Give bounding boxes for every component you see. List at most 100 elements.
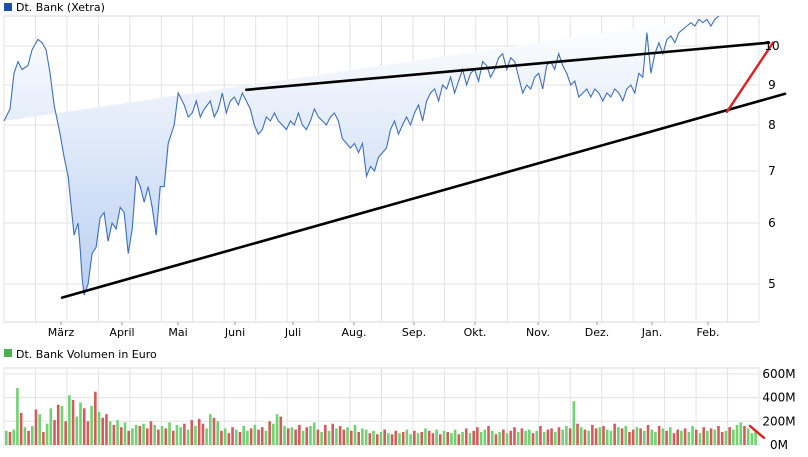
volume-bar-142 — [531, 433, 535, 445]
volume-bar-109 — [409, 434, 412, 445]
price-area — [4, 16, 719, 295]
volume-bar-98 — [368, 433, 372, 445]
price-xtick-label-0: März — [48, 326, 75, 339]
price-y-axis: 5 6 7 8 9 10 — [764, 39, 779, 291]
volume-bar-30 — [116, 420, 119, 445]
volume-bar-107 — [401, 432, 405, 445]
volume-bar-177 — [661, 428, 665, 445]
volume-bar-61 — [231, 427, 234, 445]
volume-bar-42 — [160, 426, 164, 445]
volume-bar-14 — [56, 404, 60, 445]
price-legend-swatch — [4, 3, 12, 11]
volume-bar-198 — [739, 422, 743, 445]
volume-bar-95 — [357, 432, 360, 445]
volume-bar-6 — [27, 430, 30, 445]
price-ytick-label-3: 8 — [768, 118, 776, 132]
volume-bar-112 — [420, 432, 424, 445]
volume-bar-10 — [42, 432, 45, 445]
volume-bar-20 — [79, 402, 82, 445]
volume-bar-111 — [416, 433, 420, 445]
volume-bar-13 — [53, 420, 56, 445]
volume-bar-103 — [387, 433, 390, 445]
volume-bar-23 — [90, 405, 93, 445]
volume-legend-swatch — [4, 349, 12, 357]
price-xtick-label-8: Nov. — [526, 326, 550, 339]
volume-bar-36 — [138, 426, 142, 445]
volume-bar-83 — [312, 422, 316, 445]
volume-bar-193 — [720, 432, 724, 445]
volume-bar-200 — [746, 428, 750, 445]
volume-bar-87 — [327, 430, 331, 445]
volume-bar-140 — [524, 430, 527, 445]
volume-bar-104 — [390, 434, 394, 445]
volume-bar-43 — [164, 428, 168, 445]
volume-bar-173 — [646, 424, 650, 445]
volume-bar-58 — [220, 430, 223, 445]
volume-trendline — [748, 424, 766, 440]
volume-bar-122 — [457, 434, 461, 445]
price-xtick-label-11: Feb. — [697, 326, 720, 339]
volume-bar-79 — [298, 424, 301, 445]
volume-bar-133 — [498, 432, 501, 445]
volume-bar-93 — [349, 430, 353, 445]
volume-bar-85 — [320, 432, 323, 445]
volume-bar-201 — [750, 433, 754, 445]
volume-bar-181 — [676, 429, 679, 445]
volume-bar-3 — [16, 388, 19, 445]
volume-bar-115 — [431, 433, 435, 445]
volume-bar-194 — [724, 430, 728, 445]
volume-bar-145 — [542, 432, 546, 445]
volume-bar-114 — [427, 430, 431, 445]
volume-bar-118 — [442, 430, 446, 445]
volume-bar-143 — [535, 430, 539, 445]
volume-bar-167 — [624, 426, 628, 445]
volume-bar-97 — [364, 429, 368, 445]
volume-bar-164 — [613, 423, 616, 445]
volume-bar-185 — [691, 426, 694, 445]
volume-bar-152 — [568, 428, 572, 445]
volume-bar-0 — [5, 430, 8, 445]
volume-bar-44 — [168, 422, 171, 445]
volume-bar-158 — [591, 424, 594, 445]
price-ytick-label-0: 5 — [768, 277, 776, 291]
volume-bar-184 — [687, 432, 691, 445]
volume-bar-128 — [479, 432, 483, 445]
volume-bar-62 — [234, 429, 238, 445]
volume-bar-101 — [379, 432, 383, 445]
volume-bar-166 — [620, 428, 624, 445]
volume-bar-57 — [216, 421, 220, 445]
volume-bar-19 — [75, 416, 79, 445]
volume-bar-7 — [30, 426, 34, 445]
volume-bar-156 — [583, 429, 587, 445]
volume-bar-182 — [680, 430, 683, 445]
price-trendline-0 — [60, 92, 787, 299]
volume-bar-127 — [476, 427, 479, 445]
volume-bar-74 — [279, 416, 283, 445]
volume-bars — [5, 388, 757, 445]
volume-bar-172 — [643, 430, 646, 445]
price-x-axis: März April Mai Juni Juli Aug. Sep. Okt. Nov. Dez.… — [48, 322, 720, 339]
volume-bar-15 — [60, 405, 64, 445]
volume-bar-63 — [238, 432, 242, 445]
volume-bar-53 — [201, 423, 205, 445]
volume-bar-24 — [94, 391, 97, 445]
volume-bar-34 — [131, 428, 134, 445]
price-xtick-label-1: April — [109, 326, 134, 339]
volume-bar-197 — [735, 424, 739, 445]
volume-bar-66 — [249, 428, 253, 445]
volume-bar-56 — [212, 417, 216, 445]
volume-bar-71 — [268, 421, 271, 445]
volume-bar-131 — [490, 430, 494, 445]
volume-bar-65 — [246, 430, 249, 445]
volume-bar-202 — [754, 429, 757, 445]
volume-bar-176 — [657, 426, 661, 445]
volume-ytick-label-3: 600M — [762, 367, 795, 381]
price-xtick-label-4: Juli — [284, 326, 301, 339]
volume-bar-33 — [127, 430, 131, 445]
volume-bar-52 — [197, 418, 201, 445]
price-trendline-1 — [245, 41, 771, 92]
volume-bar-170 — [635, 427, 639, 445]
volume-bar-70 — [264, 430, 268, 445]
volume-bar-102 — [383, 429, 386, 445]
volume-bar-27 — [105, 414, 108, 445]
